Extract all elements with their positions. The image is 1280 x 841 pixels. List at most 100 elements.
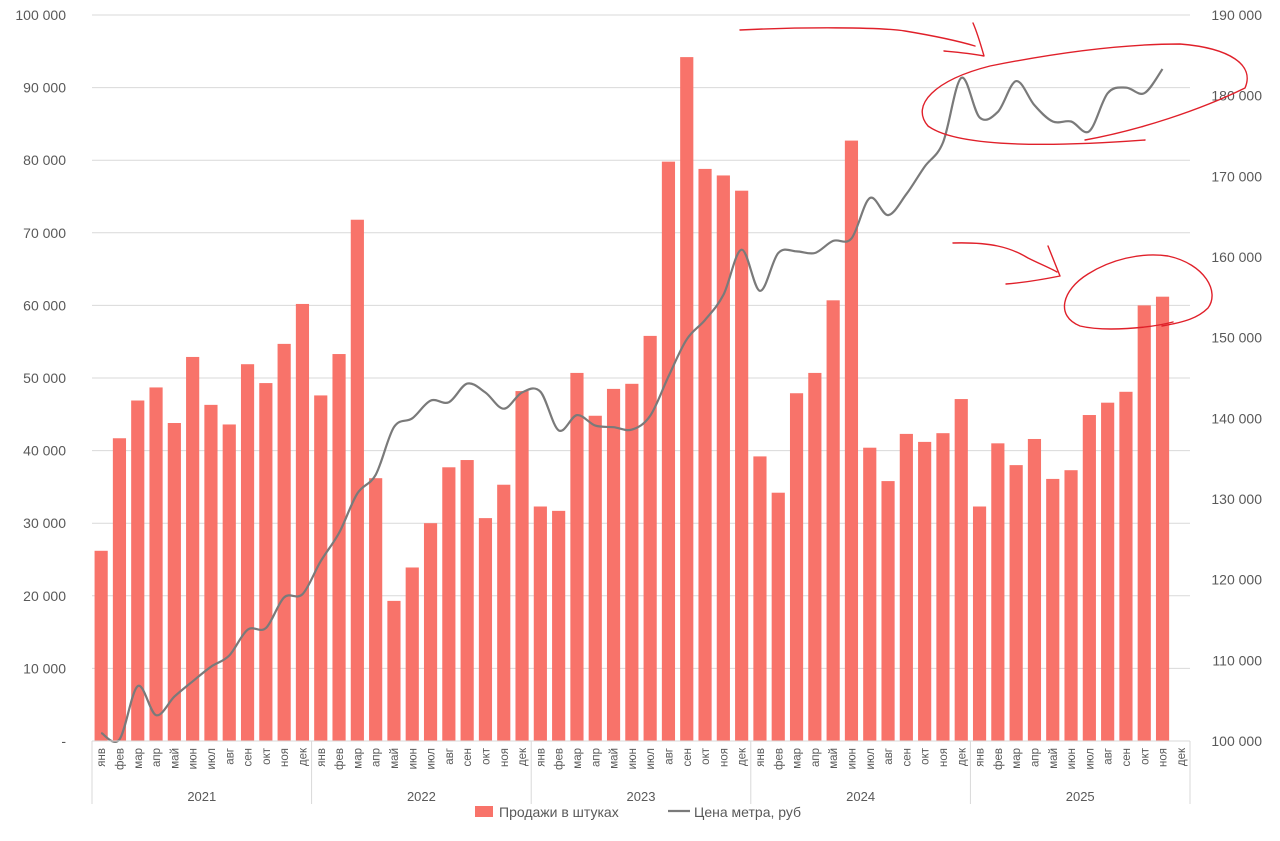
- month-label: окт: [1139, 747, 1151, 765]
- bar: [808, 372, 822, 741]
- bar: [1027, 438, 1042, 741]
- month-label: май: [828, 748, 840, 769]
- month-label: сен: [243, 748, 255, 767]
- year-label: 2021: [187, 789, 216, 804]
- left-axis-tick-labels: - 10 000 20 000 30 000 40 000 50 000 60 000 70 …: [15, 7, 66, 749]
- month-label: май: [1048, 748, 1060, 769]
- bar: [881, 481, 895, 741]
- month-label: окт: [920, 747, 932, 765]
- month-label: мар: [352, 748, 364, 769]
- month-label: июл: [645, 748, 657, 770]
- hand-drawn-annotations: [739, 22, 1248, 330]
- right-axis-tick: 180 000: [1211, 88, 1262, 104]
- bar: [716, 175, 730, 742]
- month-label: янв: [755, 748, 767, 767]
- month-label: ноя: [499, 748, 511, 767]
- month-label: окт: [261, 747, 273, 765]
- month-label: ноя: [938, 748, 950, 767]
- left-axis-tick: 30 000: [23, 515, 66, 531]
- bar: [789, 393, 804, 741]
- month-label: дек: [517, 747, 529, 766]
- month-label: май: [389, 748, 401, 769]
- bar: [259, 383, 273, 741]
- legend: Продажи в штуках Цена метра, руб: [475, 804, 801, 820]
- month-label: окт: [700, 747, 712, 765]
- right-axis-tick: 110 000: [1212, 652, 1262, 668]
- bar: [826, 300, 840, 741]
- month-label: сен: [682, 748, 694, 767]
- right-axis-tick: 170 000: [1211, 168, 1262, 184]
- bar: [295, 303, 310, 741]
- month-label: фев: [554, 748, 566, 770]
- annotation-arrow-top-shaft: [739, 27, 976, 47]
- bar: [899, 433, 913, 741]
- bar: [972, 506, 987, 741]
- annotation-ellipse-top: [921, 43, 1248, 146]
- right-axis-tick: 190 000: [1211, 7, 1262, 23]
- annotation-arrow-mid-head: [1005, 245, 1061, 285]
- bar: [442, 467, 456, 741]
- bar: [167, 423, 181, 741]
- right-axis-tick: 130 000: [1211, 491, 1262, 507]
- bar: [204, 404, 218, 741]
- bar: [405, 567, 419, 741]
- month-label: ноя: [718, 748, 730, 767]
- left-axis-tick: 100 000: [15, 7, 66, 23]
- right-axis-tick: 160 000: [1211, 249, 1262, 265]
- bar: [661, 161, 676, 742]
- right-axis-tick: 120 000: [1211, 572, 1262, 588]
- month-label: июн: [847, 748, 859, 769]
- month-label: июн: [1066, 748, 1078, 769]
- month-label: авг: [444, 748, 456, 765]
- month-label: авг: [1103, 748, 1115, 765]
- month-label: июл: [865, 748, 877, 770]
- bar: [131, 400, 145, 741]
- month-label: ноя: [279, 748, 291, 767]
- sales-bars: [94, 57, 1170, 742]
- month-label: янв: [975, 748, 987, 767]
- gridlines: [92, 14, 1190, 669]
- month-label: апр: [810, 748, 822, 767]
- year-label: 2024: [846, 789, 875, 804]
- left-axis-tick: 10 000: [23, 660, 66, 676]
- bar: [497, 484, 511, 741]
- annotation-ellipse-mid: [1063, 254, 1213, 330]
- month-label: апр: [151, 748, 163, 767]
- left-axis-tick: 20 000: [23, 588, 66, 604]
- bar: [844, 140, 859, 741]
- bar: [149, 387, 163, 741]
- month-label: мар: [133, 748, 145, 769]
- month-label: фев: [115, 748, 127, 770]
- month-label: июн: [627, 748, 639, 769]
- month-label: сен: [901, 748, 913, 767]
- month-label: дек: [956, 747, 968, 766]
- left-axis-tick: 50 000: [23, 370, 66, 386]
- bar: [1009, 465, 1023, 741]
- bar: [1155, 296, 1170, 741]
- left-axis-tick: -: [61, 733, 66, 749]
- bar: [753, 456, 767, 741]
- right-axis-tick: 100 000: [1211, 733, 1262, 749]
- bar: [1137, 305, 1151, 741]
- month-label: янв: [316, 748, 328, 767]
- month-label: дек: [1176, 747, 1188, 766]
- bar: [606, 388, 621, 741]
- bar: [240, 364, 255, 741]
- month-label: фев: [773, 748, 785, 770]
- month-label: дек: [737, 747, 749, 766]
- bar: [954, 399, 968, 741]
- bar: [1064, 470, 1078, 741]
- bar: [863, 447, 877, 741]
- month-label: янв: [535, 748, 547, 767]
- annotation-arrow-top-head: [943, 22, 985, 57]
- x-axis: янв фев мар апр май июн июл авг сен окт ноя дек янв ф…: [91, 740, 1191, 804]
- month-label: май: [609, 748, 621, 769]
- month-label: дек: [298, 747, 310, 766]
- legend-swatch-sales: [475, 806, 493, 817]
- bar: [1082, 415, 1096, 741]
- month-label: июн: [188, 748, 200, 769]
- month-label: июл: [206, 748, 218, 770]
- month-label: ноя: [1158, 748, 1170, 767]
- bar: [1101, 402, 1115, 741]
